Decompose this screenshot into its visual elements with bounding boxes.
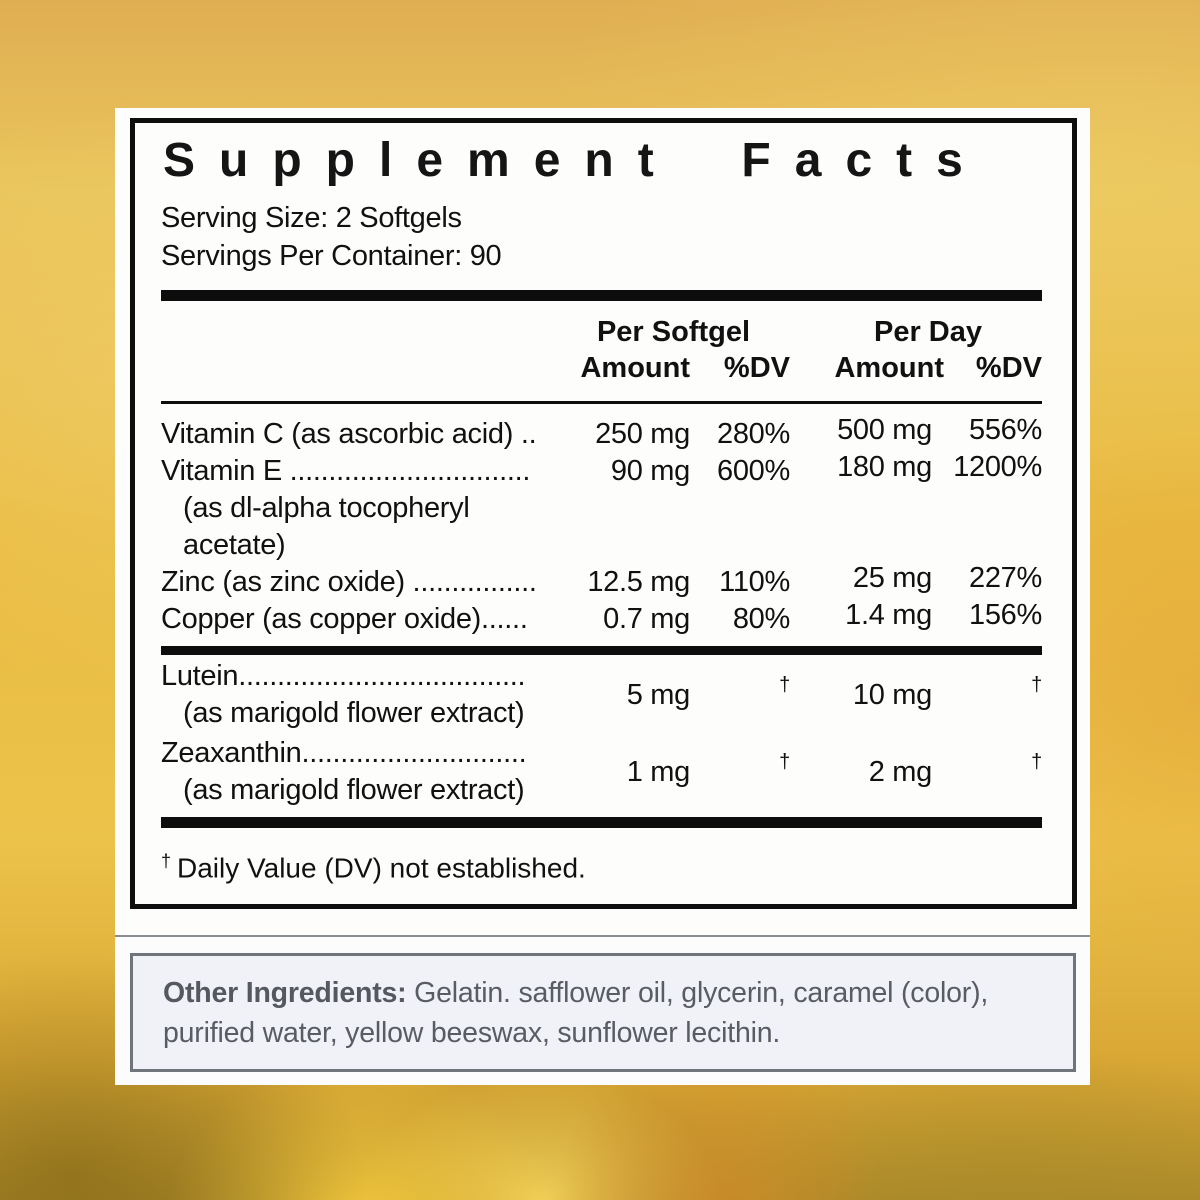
- ps-dv: 280%: [717, 418, 790, 450]
- supplement-facts-border-box: Supplement Facts Serving Size: 2 Softgel…: [130, 118, 1077, 909]
- nutrient-rows-section: Vitamin C (as ascorbic acid) .. 250 mg 2…: [161, 414, 1042, 638]
- amount-header-per-day: Amount: [834, 352, 944, 384]
- per-softgel-header: Per Softgel: [596, 316, 751, 348]
- dv-header-per-day: %DV: [975, 352, 1042, 384]
- nutrient-label: Vitamin C (as ascorbic acid) ..: [161, 418, 537, 450]
- table-row-zinc: Zinc (as zinc oxide) ................ 12…: [161, 562, 1042, 601]
- nutrient-label-main: Zeaxanthin.............................: [161, 737, 527, 769]
- pd-amount: 1.4 mg: [845, 599, 932, 631]
- divider-thick-top: [161, 290, 1042, 301]
- dv-footnote: † Daily Value (DV) not established.: [161, 844, 1042, 885]
- divider-thin-header: [161, 401, 1042, 404]
- pd-dv: 156%: [969, 599, 1042, 631]
- nutrient-label-sub: (as dl-alpha tocopheryl acetate): [183, 492, 470, 561]
- amount-header-per-softgel: Amount: [580, 352, 690, 384]
- nutrient-label: Zinc (as zinc oxide) ................: [161, 566, 537, 598]
- other-ingredients-label: Other Ingredients:: [163, 977, 407, 1009]
- nutrient-label: Lutein..................................…: [161, 658, 557, 732]
- ps-amount: 90 mg: [610, 455, 690, 487]
- ps-dv: 80%: [732, 603, 790, 635]
- pd-amount: 2 mg: [868, 755, 933, 788]
- dagger-symbol: †: [161, 851, 172, 871]
- servings-per-container-text: Servings Per Container: 90: [161, 240, 502, 272]
- botanical-rows-section: Lutein..................................…: [161, 658, 1042, 809]
- nutrient-label-sub: (as marigold flower extract): [183, 697, 525, 729]
- pd-dv: 556%: [969, 414, 1042, 446]
- pd-amount: 10 mg: [852, 678, 932, 711]
- nutrient-label-main: Vitamin E ..............................…: [161, 455, 531, 487]
- nutrient-label: Vitamin E ..............................…: [161, 453, 557, 564]
- table-row-vitamin-e: Vitamin E ..............................…: [161, 451, 1042, 564]
- divider-thick-middle: [161, 646, 1042, 655]
- pd-dv-dagger: †: [1031, 673, 1042, 696]
- pd-dv: 227%: [969, 562, 1042, 594]
- dv-header-per-softgel: %DV: [723, 352, 790, 384]
- other-ingredients-panel: Other Ingredients: Gelatin. safflower oi…: [115, 935, 1090, 1085]
- pd-dv: 1200%: [953, 451, 1042, 483]
- nutrient-label-sub: (as marigold flower extract): [183, 774, 525, 806]
- ps-dv: 600%: [717, 455, 790, 487]
- ps-dv-dagger: †: [779, 750, 790, 773]
- other-ingredients-text: Gelatin. safflower oil, glycerin, carame…: [163, 977, 989, 1049]
- table-row-zeaxanthin: Zeaxanthin............................. …: [161, 735, 1042, 809]
- ps-amount: 0.7 mg: [603, 603, 690, 635]
- table-row-vitamin-c: Vitamin C (as ascorbic acid) .. 250 mg 2…: [161, 414, 1042, 453]
- ps-dv-dagger: †: [779, 673, 790, 696]
- ps-amount: 1 mg: [626, 755, 691, 788]
- spacer: [161, 349, 557, 387]
- nutrient-label: Copper (as copper oxide)......: [161, 603, 528, 635]
- nutrient-label-main: Lutein..................................…: [161, 660, 526, 692]
- table-row-lutein: Lutein..................................…: [161, 658, 1042, 732]
- pd-amount: 25 mg: [852, 562, 932, 594]
- ps-dv: 110%: [719, 566, 790, 598]
- column-group-header: Per Softgel Per Day: [161, 315, 1042, 349]
- pd-amount: 500 mg: [837, 414, 932, 446]
- serving-size-text: Serving Size: 2 Softgels: [161, 202, 462, 234]
- table-row-copper: Copper (as copper oxide)...... 0.7 mg 80…: [161, 599, 1042, 638]
- other-ingredients-box: Other Ingredients: Gelatin. safflower oi…: [130, 953, 1076, 1072]
- dv-footnote-text: Daily Value (DV) not established.: [177, 852, 586, 884]
- pd-dv-dagger: †: [1031, 750, 1042, 773]
- nutrient-label: Zeaxanthin............................. …: [161, 735, 557, 809]
- column-header-row: Amount %DV Amount %DV: [161, 349, 1042, 387]
- supplement-facts-panel: Supplement Facts Serving Size: 2 Softgel…: [115, 108, 1090, 935]
- per-day-header: Per Day: [873, 316, 982, 348]
- supplement-facts-title: Supplement Facts: [163, 134, 987, 187]
- ps-amount: 5 mg: [626, 678, 691, 711]
- pd-amount: 180 mg: [837, 451, 932, 483]
- ps-amount: 12.5 mg: [587, 566, 690, 598]
- divider-thick-bottom: [161, 817, 1042, 828]
- spacer: [161, 315, 557, 349]
- ps-amount: 250 mg: [595, 418, 690, 450]
